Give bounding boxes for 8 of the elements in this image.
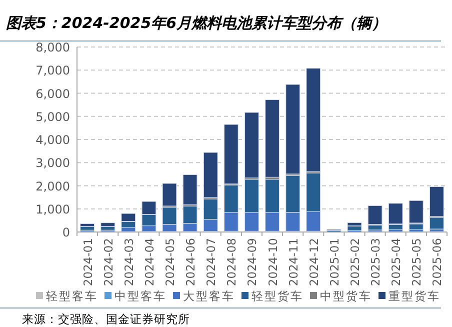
- title: 图表5：2024-2025年6月燃料电池累计车型分布（辆）: [6, 14, 387, 32]
- legend-label: 重型货车: [388, 289, 440, 303]
- legend-label: 大型客车: [183, 289, 235, 303]
- annotation: 来源：交强险、国金证券研究所: [22, 312, 190, 326]
- legend-label: 中型客车: [114, 289, 166, 303]
- legend-label: 轻型货车: [252, 289, 304, 303]
- legend-label: 中型货车: [320, 289, 372, 303]
- legend-label: 轻型客车: [46, 289, 98, 303]
